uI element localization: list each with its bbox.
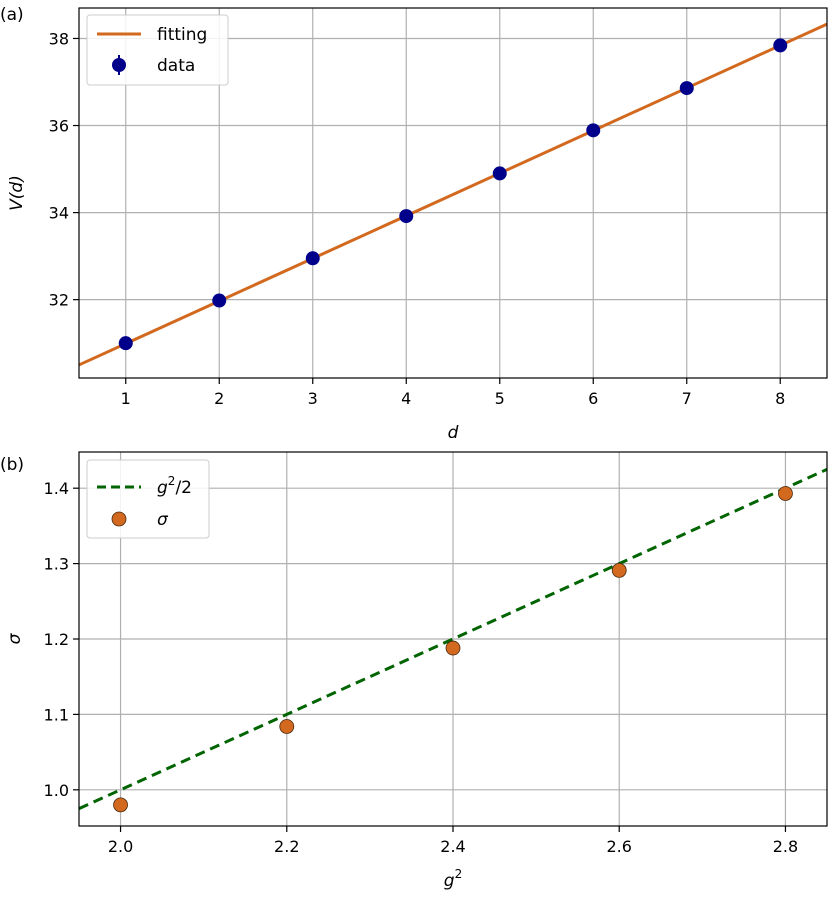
panel-b-x-tick-label: 2.0: [108, 837, 133, 856]
panel-a-y-tick-label: 36: [49, 117, 69, 136]
panel-b-y-tick-label: 1.2: [44, 630, 69, 649]
panel-b-chart: (b) 2.0 2.2 2.4 2.6 2.81.01.11.21.31.4 g2 σ …: [0, 451, 828, 891]
panel-a-x-axis-label: d: [448, 423, 459, 443]
panel-a-legend: fitting data: [86, 14, 229, 86]
panel-b-label: (b): [0, 455, 24, 475]
panel-a-x-tick-label: 6: [588, 389, 598, 408]
panel-b-fit-line: [78, 467, 828, 811]
panel-b-series: [78, 467, 828, 813]
panel-b-y-tick-label: 1.1: [44, 705, 69, 724]
panel-a-x-tick-label: 7: [682, 389, 692, 408]
panel-b-x-axis-label: g2: [444, 867, 462, 891]
panel-a-legend-data-swatch: [112, 58, 126, 72]
panel-a-data-point: [212, 293, 227, 308]
panel-b-data-point: [445, 640, 461, 656]
panel-a-y-tick-label: 34: [49, 204, 69, 223]
panel-b-data-point: [611, 562, 627, 578]
panel-b-y-tick-label: 1.4: [44, 479, 69, 498]
panel-a-data-point: [586, 123, 601, 138]
panel-a-data-point: [305, 251, 320, 266]
panel-a-y-tick-label: 32: [49, 291, 69, 310]
panel-b-x-tick-label: 2.6: [606, 837, 631, 856]
panel-b-legend-fit-label: g2/2: [157, 474, 192, 498]
panel-a-data-point: [679, 81, 694, 96]
panel-b-x-tick-label: 2.4: [440, 837, 465, 856]
panel-a-x-tick-label: 4: [401, 389, 411, 408]
panel-a-data-point: [399, 209, 414, 224]
panel-b-legend-box: [86, 459, 210, 539]
panel-a-data-point: [492, 166, 507, 181]
panel-a-legend-fitting-label: fitting: [157, 25, 207, 45]
panel-a-fit-line: [78, 22, 828, 367]
panel-a-x-tick-label: 2: [214, 389, 224, 408]
panel-a-x-tick-label: 1: [121, 389, 131, 408]
panel-a-y-axis-label: V(d): [7, 175, 27, 211]
panel-a-x-tick-label: 5: [495, 389, 505, 408]
panel-b-y-tick-label: 1.0: [44, 781, 69, 800]
panel-b-x-tick-label: 2.2: [274, 837, 299, 856]
panel-b-data-point: [113, 797, 128, 813]
panel-a-data-point: [773, 38, 788, 53]
panel-a-series: [78, 22, 828, 367]
panel-b-y-axis-label: σ: [5, 632, 25, 644]
panel-b-data-point: [279, 719, 295, 734]
panel-a-legend-data-label: data: [157, 56, 195, 76]
panel-b-legend-sigma-swatch: [111, 511, 127, 527]
panel-b-x-tick-label: 2.8: [773, 837, 798, 856]
panel-a-x-tick-label: 3: [308, 389, 318, 408]
panel-a-data-point: [118, 336, 133, 351]
panel-b-legend: g2/2 σ: [86, 459, 210, 539]
panel-b-legend-sigma-label: σ: [157, 510, 169, 530]
panel-a-x-tick-label: 8: [775, 389, 785, 408]
panel-a-label: (a): [0, 5, 24, 25]
panel-b-ticks: 2.0 2.2 2.4 2.6 2.8 1.0 1.1 1.2 1.3 1.4: [44, 479, 799, 856]
panel-a-axes-frame: [78, 7, 828, 379]
panel-b-y-tick-label: 1.3: [44, 555, 69, 574]
panel-a-y-tick-label: 38: [49, 29, 69, 48]
panel-b-data-point: [778, 486, 793, 501]
